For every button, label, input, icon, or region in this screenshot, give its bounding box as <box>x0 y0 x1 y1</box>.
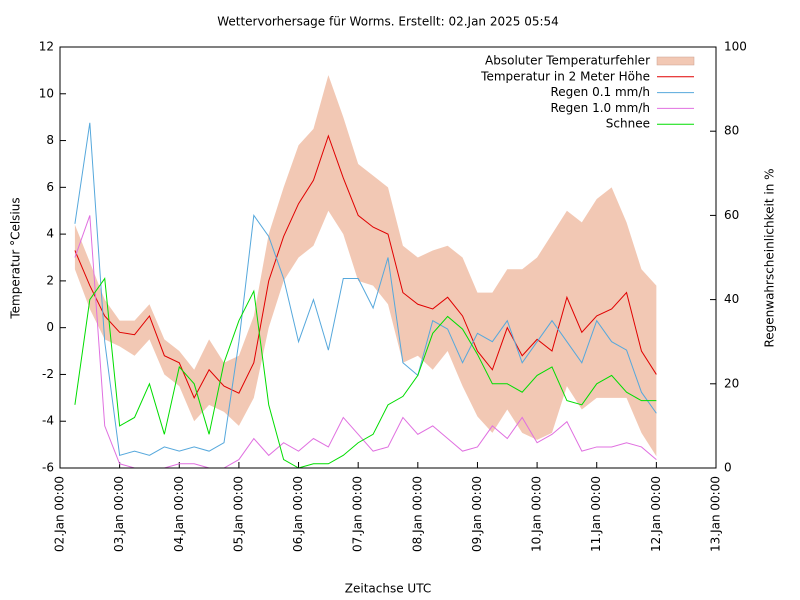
legend-label: Schnee <box>606 117 650 131</box>
y-tick-label: 6 <box>46 180 54 194</box>
y2-tick-label: 80 <box>724 124 739 138</box>
x-tick-label: 05.Jan 00:00 <box>231 476 245 552</box>
x-axis-label: Zeitachse UTC <box>345 582 431 596</box>
x-tick-label: 08.Jan 00:00 <box>410 476 424 552</box>
legend-label: Absoluter Temperaturfehler <box>485 54 650 68</box>
y2-tick-label: 60 <box>724 208 739 222</box>
x-tick-label: 06.Jan 00:00 <box>291 476 305 552</box>
series-line <box>74 122 657 457</box>
legend-label: Temperatur in 2 Meter Höhe <box>480 69 650 83</box>
x-tick-label: 12.Jan 00:00 <box>649 476 663 552</box>
x-tick-label: 10.Jan 00:00 <box>530 476 544 552</box>
x-tick-label: 03.Jan 00:00 <box>112 476 126 552</box>
x-tick-label: 07.Jan 00:00 <box>351 476 365 552</box>
y-tick-label: 4 <box>46 227 54 241</box>
y-tick-label: 12 <box>39 40 54 54</box>
y2-tick-label: 0 <box>724 461 732 475</box>
x-tick-label: 09.Jan 00:00 <box>470 476 484 552</box>
y2-tick-label: 20 <box>724 376 739 390</box>
error-band <box>74 75 657 457</box>
y-axis-label: Temperatur °Celsius <box>9 197 23 319</box>
plot-frame <box>59 46 717 469</box>
y-tick-label: 2 <box>46 273 54 287</box>
series-line <box>74 215 657 469</box>
y-tick-label: -2 <box>42 367 54 381</box>
y-tick-label: -4 <box>42 414 54 428</box>
y-tick-label: 10 <box>39 86 54 100</box>
legend-swatch <box>656 56 695 66</box>
series-line <box>74 277 657 469</box>
legend-label: Regen 0.1 mm/h <box>550 85 650 99</box>
x-tick-label: 02.Jan 00:00 <box>53 476 67 552</box>
y-tick-label: 8 <box>46 133 54 147</box>
y-tick-label: -6 <box>42 461 54 475</box>
x-tick-label: 11.Jan 00:00 <box>589 476 603 552</box>
x-tick-label: 13.Jan 00:00 <box>709 476 723 552</box>
y2-tick-label: 40 <box>724 292 739 306</box>
y-tick-label: 0 <box>46 320 54 334</box>
x-tick-label: 04.Jan 00:00 <box>172 476 186 552</box>
y2-axis-label: Regenwahrscheinlichkeit in % <box>763 168 777 347</box>
y2-tick-label: 100 <box>724 40 747 54</box>
legend-label: Regen 1.0 mm/h <box>550 101 650 115</box>
series-line <box>74 134 657 399</box>
chart-title: Wettervorhersage für Worms. Erstellt: 02… <box>217 15 559 29</box>
